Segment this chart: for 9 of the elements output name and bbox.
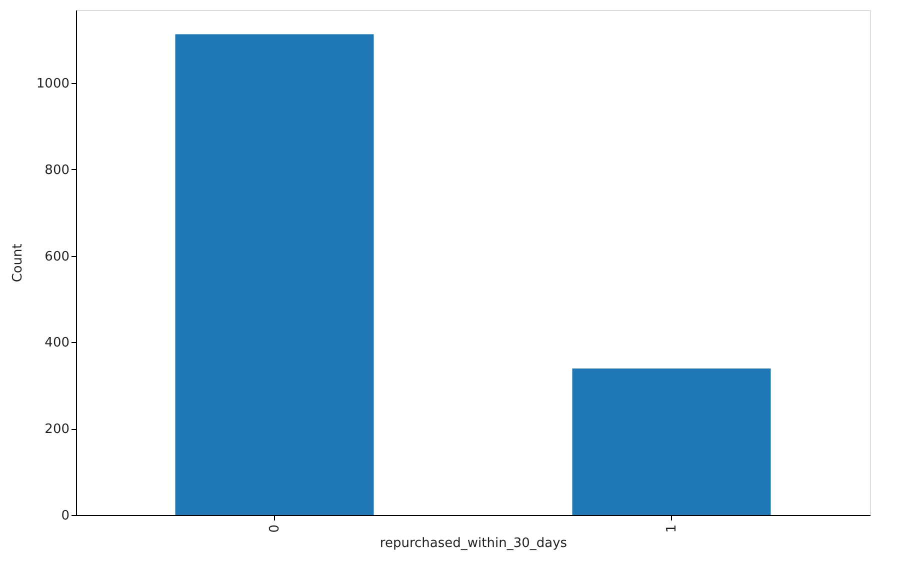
y-axis-title: Count — [10, 244, 26, 282]
y-tick-label: 1000 — [36, 76, 70, 92]
x-tick-label: 1 — [664, 524, 680, 533]
y-tick-label: 600 — [44, 249, 70, 264]
y-tick-label: 400 — [44, 336, 70, 351]
y-tick-label: 200 — [44, 422, 70, 438]
x-axis-title: repurchased_within_30_days — [380, 536, 568, 551]
y-tick-label: 0 — [61, 508, 70, 524]
y-tick-label: 800 — [44, 162, 70, 178]
